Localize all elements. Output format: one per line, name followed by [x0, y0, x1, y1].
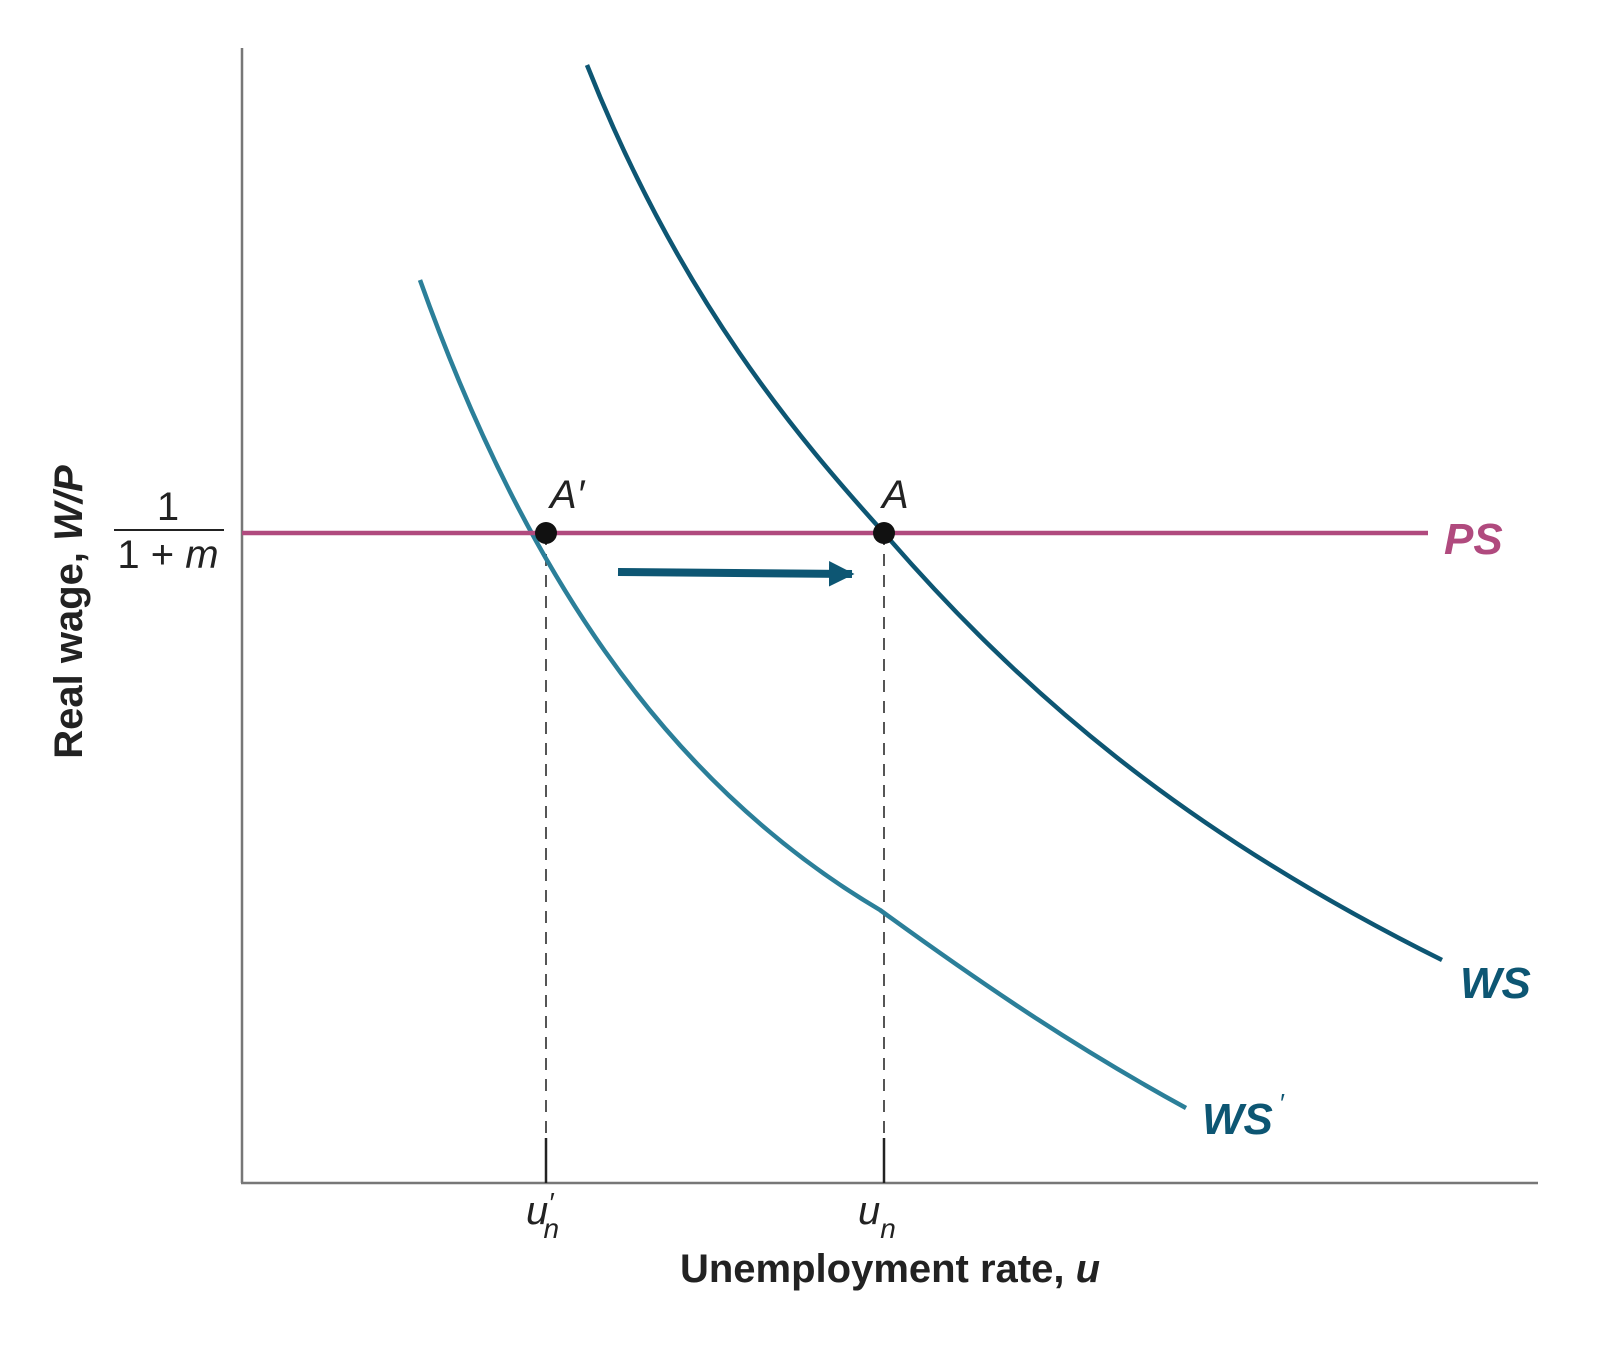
point-a — [873, 522, 895, 544]
x-tick-right-label: un — [858, 1189, 896, 1244]
ws-prime-label: WS ′ — [1202, 1088, 1285, 1144]
point-a-prime — [535, 522, 557, 544]
ws-label: WS — [1460, 959, 1531, 1008]
ps-label: PS — [1444, 515, 1503, 564]
y-tick-denominator: 1 + m — [117, 533, 218, 577]
ws-curve — [584, 64, 1444, 963]
x-axis-title: Unemployment rate, u — [680, 1247, 1100, 1291]
point-a-prime-label: A′ — [548, 473, 586, 517]
y-axis-title: Real wage, W/P — [47, 465, 91, 759]
x-tick-left-label: u′ n — [526, 1187, 559, 1244]
ws-prime-curve — [417, 279, 1188, 1110]
point-a-label: A — [880, 473, 909, 517]
shift-arrow — [617, 561, 855, 587]
y-tick-numerator: 1 — [157, 485, 179, 529]
